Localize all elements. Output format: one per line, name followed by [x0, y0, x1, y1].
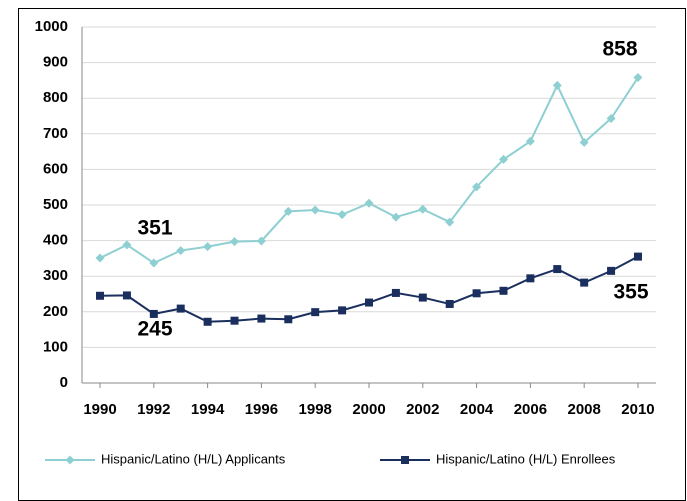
x-tick-label: 2004 — [460, 401, 494, 418]
point — [203, 317, 212, 326]
point — [445, 217, 455, 227]
point — [230, 316, 239, 325]
x-tick-label: 1996 — [245, 401, 278, 418]
y-tick-label: 200 — [43, 303, 68, 320]
point — [310, 205, 320, 215]
point — [230, 237, 240, 247]
y-tick-label: 100 — [43, 338, 68, 355]
data-label: 351 — [137, 217, 172, 240]
y-tick-label: 300 — [43, 267, 68, 284]
legend-label: Hispanic/Latino (H/L) Applicants — [101, 451, 286, 466]
y-tick-label: 600 — [43, 160, 68, 177]
y-tick-label: 400 — [43, 232, 68, 249]
x-tick-label: 1992 — [137, 401, 170, 418]
legend-label: Hispanic/Latino (H/L) Enrollees — [436, 451, 616, 466]
point — [283, 206, 293, 216]
point — [418, 293, 427, 302]
point — [633, 252, 642, 261]
y-tick-label: 700 — [43, 125, 68, 142]
x-tick-label: 1994 — [191, 401, 225, 418]
point — [472, 289, 481, 298]
x-tick-label: 1998 — [299, 401, 332, 418]
data-label: 245 — [137, 318, 172, 341]
y-tick-label: 900 — [43, 54, 68, 71]
point — [176, 304, 185, 313]
x-tick-label: 2010 — [621, 401, 654, 418]
point — [526, 274, 535, 283]
data-label: 858 — [602, 38, 637, 61]
point — [579, 137, 589, 147]
point — [445, 299, 454, 308]
data-label: 355 — [613, 281, 648, 304]
point — [311, 308, 320, 317]
point — [337, 210, 347, 220]
point — [418, 204, 428, 214]
point — [607, 266, 616, 275]
point — [95, 253, 105, 263]
legend-marker — [65, 455, 75, 465]
x-tick-label: 2006 — [514, 401, 547, 418]
point — [256, 236, 266, 246]
point — [203, 242, 213, 252]
point — [96, 291, 105, 300]
point — [580, 278, 589, 287]
point — [552, 80, 562, 90]
point — [391, 288, 400, 297]
point — [257, 314, 266, 323]
point — [633, 73, 643, 83]
point — [498, 154, 508, 164]
chart-frame — [18, 8, 686, 501]
y-tick-label: 800 — [43, 89, 68, 106]
legend-marker — [401, 456, 409, 464]
y-tick-label: 500 — [43, 196, 68, 213]
x-tick-label: 2002 — [406, 401, 439, 418]
point — [122, 240, 132, 250]
point — [122, 291, 131, 300]
point — [525, 136, 535, 146]
point — [338, 306, 347, 315]
point — [606, 113, 616, 123]
x-tick-label: 2008 — [567, 401, 600, 418]
point — [553, 265, 562, 274]
y-tick-label: 0 — [60, 374, 68, 391]
point — [472, 182, 482, 192]
point — [365, 298, 373, 307]
point — [284, 315, 293, 324]
x-tick-label: 1990 — [83, 401, 116, 418]
point — [364, 198, 374, 208]
point — [176, 246, 186, 256]
y-tick-label: 1000 — [35, 18, 68, 35]
x-tick-label: 2000 — [352, 401, 385, 418]
point — [149, 258, 159, 268]
point — [149, 309, 158, 318]
point — [499, 286, 508, 295]
point — [391, 212, 401, 222]
